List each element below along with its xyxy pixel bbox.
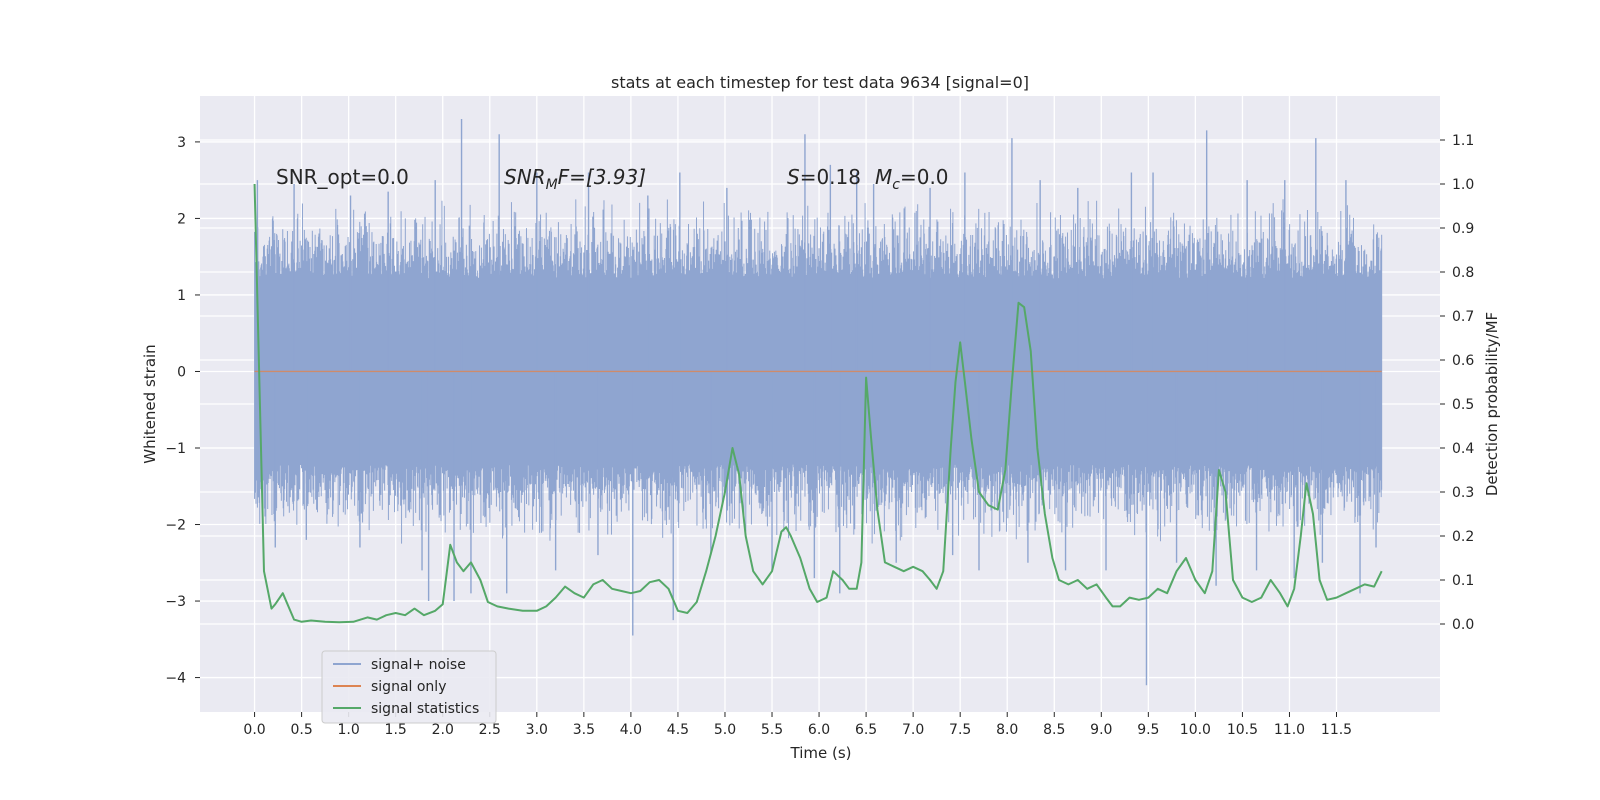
legend: signal+ noise signal only signal statist… <box>321 650 497 724</box>
x-tick-label: 3.0 <box>526 722 548 738</box>
x-tick-label: 0.5 <box>290 722 312 738</box>
y-right-tick-label: 0.9 <box>1452 221 1474 237</box>
legend-signal-only-label: signal only <box>371 679 446 695</box>
noise-band <box>254 199 1383 544</box>
y-left-tick-label: −4 <box>165 671 186 687</box>
y-left-tick-label: 3 <box>177 135 186 151</box>
x-tick-label: 11.0 <box>1274 722 1305 738</box>
y-left-tick-label: 1 <box>177 288 186 304</box>
x-tick-label: 4.0 <box>620 722 642 738</box>
x-tick-label: 6.5 <box>855 722 877 738</box>
s-value: =0.18 <box>800 165 861 189</box>
y-left-tick-labels: 3 2 1 0 −1 −2 −3 −4 <box>165 135 200 687</box>
snr-mf-annotation: SNRMF=[3.93] <box>504 165 646 193</box>
y-left-tick-label: 0 <box>177 364 186 380</box>
x-tick-label: 8.5 <box>1043 722 1065 738</box>
x-tick-labels: 0.0 0.5 1.0 1.5 2.0 2.5 3.0 3.5 4.0 4.5 5.0 5.5 6.0 6… <box>243 712 1352 738</box>
x-tick-label: 0.0 <box>243 722 265 738</box>
x-tick-label: 11.5 <box>1321 722 1352 738</box>
x-tick-label: 9.5 <box>1137 722 1159 738</box>
x-tick-label: 7.0 <box>902 722 924 738</box>
y-left-tick-label: 2 <box>177 211 186 227</box>
mc-label: M <box>875 165 892 189</box>
snr-mf-rest: F=[3.93] <box>558 165 646 189</box>
y-left-tick-label: −2 <box>165 518 186 534</box>
x-axis-label: Time (s) <box>790 744 852 762</box>
y-right-tick-label: 0.6 <box>1452 353 1474 369</box>
mc-sub: c <box>892 177 900 193</box>
legend-box <box>321 650 497 724</box>
y-left-tick-label: −3 <box>165 594 186 610</box>
x-tick-label: 7.5 <box>949 722 971 738</box>
chart-title: stats at each timestep for test data 963… <box>611 73 1029 92</box>
y-right-tick-label: 0.3 <box>1452 485 1474 501</box>
y-left-tick-label: −1 <box>165 441 186 457</box>
x-tick-label: 9.0 <box>1090 722 1112 738</box>
y-right-axis-label: Detection probability/MF <box>1483 312 1501 496</box>
x-tick-label: 4.5 <box>667 722 689 738</box>
x-tick-label: 1.0 <box>338 722 360 738</box>
y-right-tick-label: 0.4 <box>1452 441 1474 457</box>
y-right-tick-label: 0.5 <box>1452 397 1474 413</box>
snr-mf-base: SNR <box>504 165 546 189</box>
x-tick-label: 1.5 <box>385 722 407 738</box>
x-tick-label: 8.0 <box>996 722 1018 738</box>
legend-noise-label: signal+ noise <box>371 657 466 673</box>
y-right-tick-label: 0.7 <box>1452 309 1474 325</box>
y-right-tick-label: 1.1 <box>1452 133 1474 149</box>
y-right-tick-labels: 1.1 1.0 0.9 0.8 0.7 0.6 0.5 0.4 0.3 0.2 0.1 0.0 <box>1440 133 1474 633</box>
x-tick-label: 5.0 <box>714 722 736 738</box>
signal-statistics-line <box>253 183 1383 624</box>
snr-mf-sub: M <box>546 177 558 193</box>
x-tick-label: 2.0 <box>432 722 454 738</box>
y-right-tick-label: 0.0 <box>1452 617 1474 633</box>
x-tick-label: 10.5 <box>1227 722 1258 738</box>
y-right-tick-label: 0.1 <box>1452 573 1474 589</box>
y-right-tick-label: 0.8 <box>1452 265 1474 281</box>
x-tick-label: 6.0 <box>808 722 830 738</box>
signal-statistics-series <box>253 183 1383 624</box>
x-tick-label: 3.5 <box>573 722 595 738</box>
x-tick-label: 5.5 <box>761 722 783 738</box>
y-right-tick-label: 0.2 <box>1452 529 1474 545</box>
x-tick-label: 10.0 <box>1180 722 1211 738</box>
y-right-tick-label: 1.0 <box>1452 177 1474 193</box>
snr-opt-annotation: SNR_opt=0.0 <box>276 165 409 189</box>
s-label: S <box>787 165 800 189</box>
legend-stats-label: signal statistics <box>371 701 479 717</box>
s-mc-annotation: S=0.18 Mc=0.0 <box>787 165 949 193</box>
x-tick-label: 2.5 <box>479 722 501 738</box>
mc-value: =0.0 <box>900 165 949 189</box>
y-left-axis-label: Whitened strain <box>141 344 159 463</box>
